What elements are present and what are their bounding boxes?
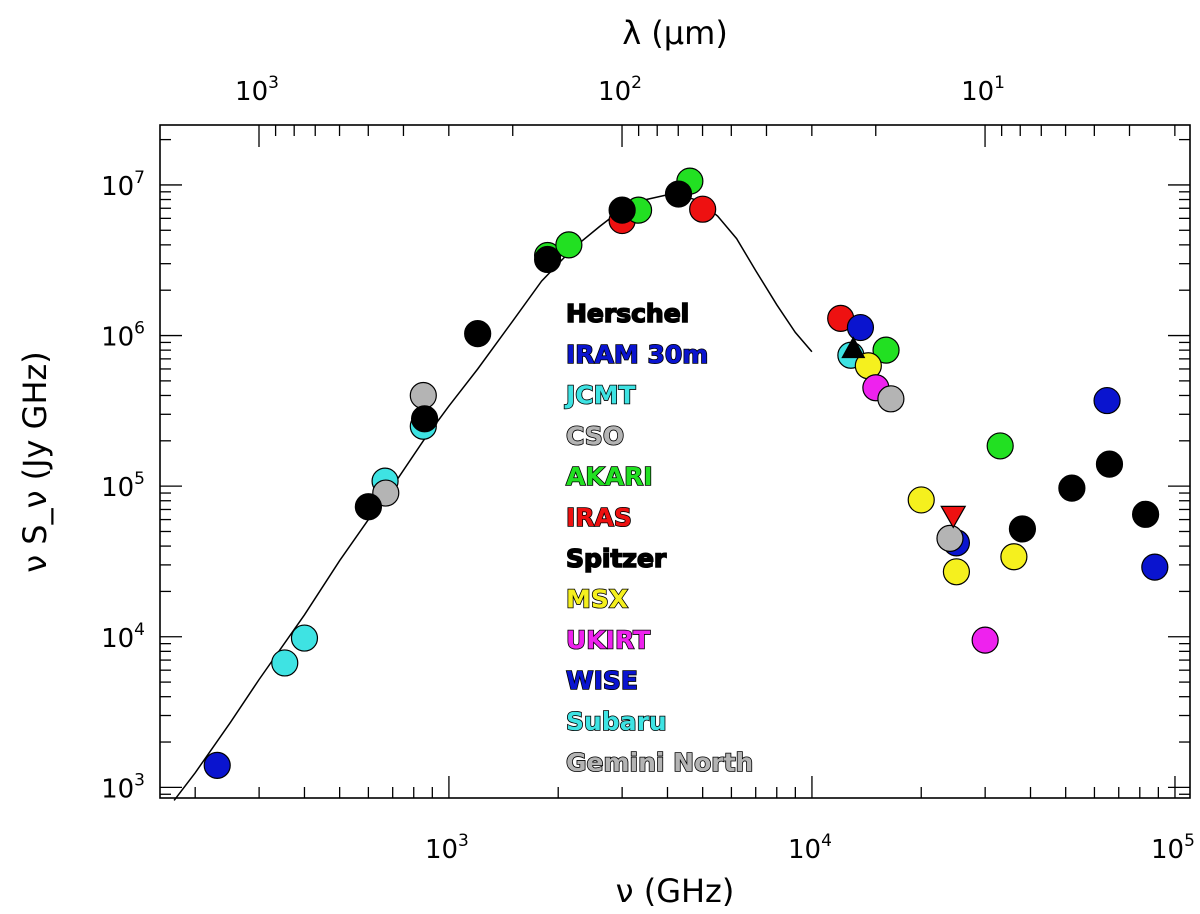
legend-jcmt: JCMT: [564, 381, 636, 410]
point-spitzer: [1131, 500, 1160, 528]
y-tick-label: 104: [101, 620, 145, 654]
legend-wise: WISE: [566, 666, 638, 695]
y-tick-label: 106: [101, 319, 145, 353]
point-gemini-north: [936, 524, 964, 552]
point-msx: [1000, 543, 1028, 571]
point-wise: [1141, 553, 1169, 581]
y-tick-label: 105: [101, 469, 145, 503]
legend-subaru: Subaru: [566, 707, 667, 736]
point-herschel: [464, 320, 492, 348]
point-spitzer: [1058, 474, 1086, 502]
axis-ticks: [160, 125, 1190, 798]
x-tick-label: 105: [1151, 831, 1195, 865]
point-gemini-north: [877, 385, 905, 413]
top-tick-label: 101: [961, 73, 1005, 107]
legend-msx: MSX: [566, 585, 628, 614]
point-wise: [846, 313, 875, 342]
data-points: [203, 167, 1169, 779]
legend-akari: AKARI: [566, 462, 653, 491]
point-herschel: [534, 245, 562, 274]
legend-iras: IRAS: [566, 503, 632, 532]
point-jcmt: [271, 649, 299, 677]
plot-frame: [159, 124, 1191, 799]
y-axis-label: ν S_ν (Jy GHz): [16, 351, 54, 573]
x-tick-label: 103: [425, 831, 469, 865]
legend-iram-30m: IRAM 30m: [566, 340, 708, 369]
point-herschel: [664, 180, 693, 208]
top-tick-label: 102: [598, 73, 642, 107]
tick-labels: 103 104 105 103 104 105 106 107 103 102 101: [101, 73, 1195, 865]
point-spitzer: [1008, 515, 1037, 543]
x-tick-label: 104: [788, 831, 832, 865]
point-akari: [555, 231, 583, 259]
fit-curve: [173, 194, 813, 801]
point-ukirt: [971, 626, 999, 654]
point-cso: [409, 381, 437, 410]
legend: Herschel IRAM 30m JCMT CSO AKARI IRAS Spitzer M…: [563, 298, 754, 777]
point-herschel: [410, 405, 439, 433]
point-jcmt-limit: [841, 336, 866, 359]
y-tick-label: 107: [101, 168, 145, 202]
legend-ukirt: UKIRT: [566, 625, 650, 654]
legend-spitzer: Spitzer: [566, 544, 667, 573]
legend-cso: CSO: [566, 421, 624, 450]
point-msx: [907, 486, 935, 514]
top-tick-label: 103: [235, 73, 279, 107]
point-herschel: [608, 196, 636, 224]
point-wise: [1093, 386, 1121, 415]
point-msx: [942, 558, 971, 586]
legend-herschel: Herschel: [566, 299, 689, 328]
point-akari: [986, 432, 1014, 460]
point-akari: [872, 336, 900, 364]
y-tick-label: 103: [101, 770, 145, 804]
point-jcmt: [290, 624, 319, 652]
point-herschel: [354, 493, 382, 521]
point-iram-30m: [203, 751, 231, 779]
point-spitzer-upper-limit: [940, 505, 967, 529]
legend-gemini-north: Gemini North: [566, 748, 753, 777]
point-iras: [689, 195, 717, 223]
top-axis-label: λ (μm): [622, 14, 728, 52]
x-axis-label: ν (GHz): [616, 872, 735, 910]
point-spitzer: [1095, 450, 1124, 478]
